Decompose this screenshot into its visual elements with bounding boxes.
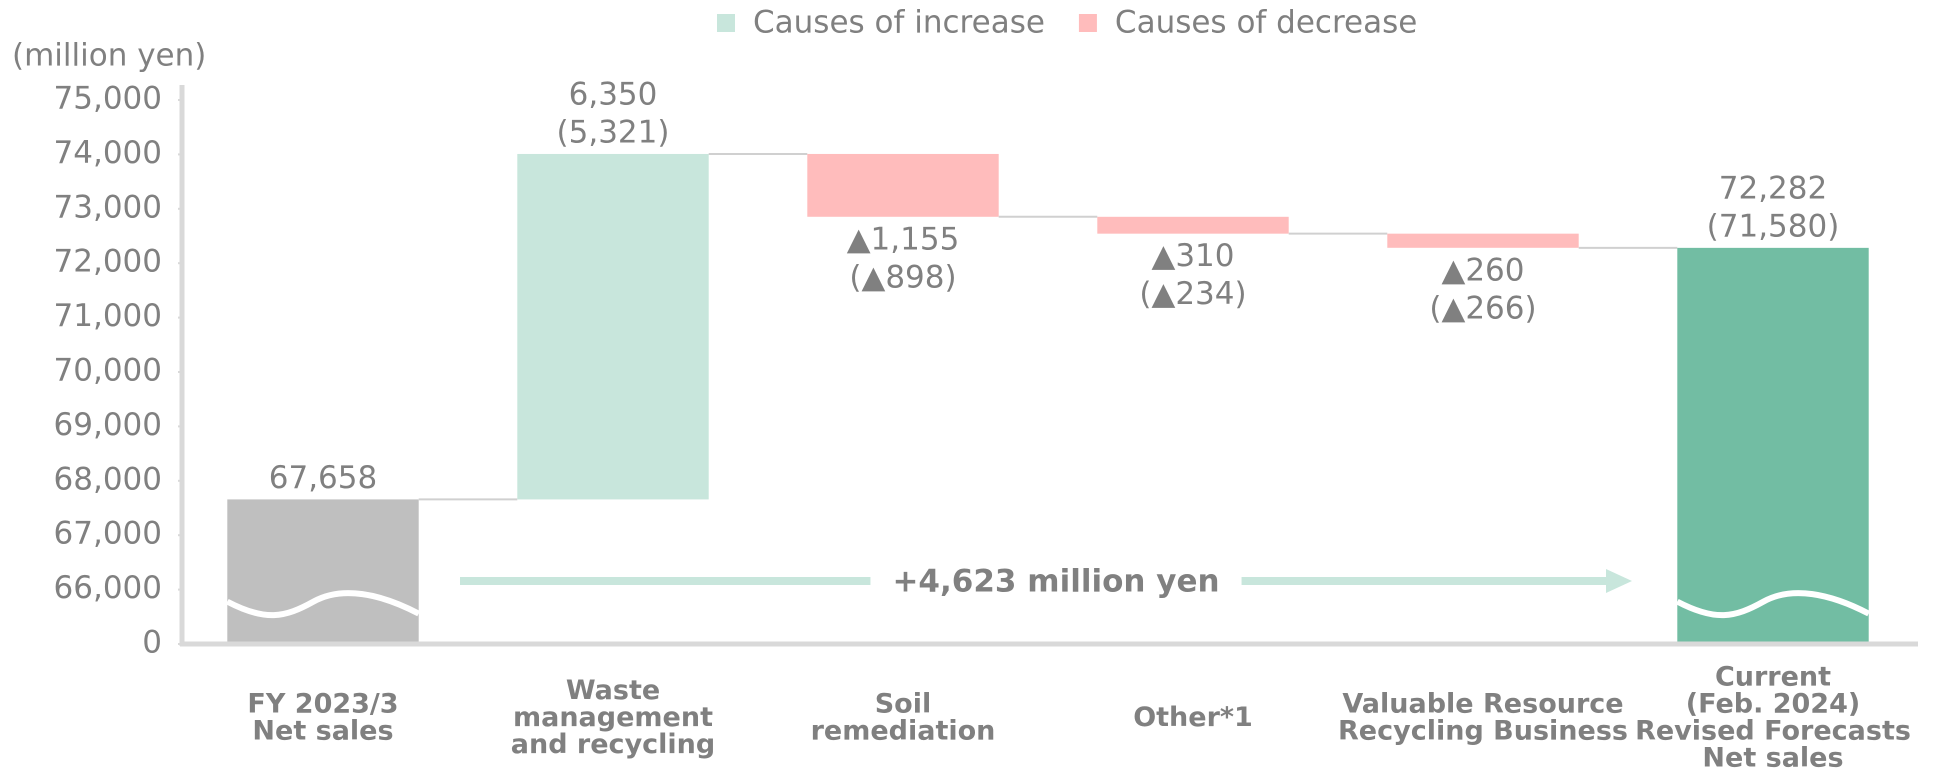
arrow-head: [1606, 569, 1632, 593]
previous-value-label: (▲898): [849, 259, 956, 295]
x-tick-label: Current (Feb. 2024) Revised Forecasts Net s…: [1635, 661, 1911, 769]
unit-label: (million yen): [12, 38, 206, 74]
axis-break: [225, 590, 421, 619]
x-tick-label: Soil remediation: [811, 688, 996, 746]
bar: [517, 153, 709, 500]
x-tick-label: Other*1: [1133, 702, 1253, 733]
value-label: ▲1,155: [847, 221, 960, 257]
bar: [1387, 233, 1579, 248]
y-tick-label: 69,000: [54, 407, 162, 443]
y-tick-label: 72,000: [54, 244, 162, 280]
previous-value-label: (5,321): [557, 114, 670, 150]
y-tick-label: 70,000: [54, 353, 162, 389]
y-tick-label: 75,000: [54, 81, 162, 117]
legend-label: Causes of increase: [753, 5, 1045, 41]
y-tick-label: 73,000: [54, 189, 162, 225]
value-label: ▲310: [1151, 238, 1234, 274]
bar: [1677, 247, 1869, 645]
legend-swatch: [717, 14, 735, 32]
x-tick-label: Valuable Resource Recycling Business: [1338, 688, 1628, 746]
value-label: ▲260: [1441, 252, 1524, 288]
y-tick-label: 67,000: [54, 516, 162, 552]
value-label: 6,350: [569, 76, 658, 112]
bar: [227, 499, 419, 644]
bar: [1097, 216, 1289, 234]
y-tick-label: 71,000: [54, 298, 162, 334]
x-tick-label: Waste management and recycling: [511, 675, 715, 760]
y-tick-label: 0: [142, 625, 162, 661]
previous-value-label: (▲234): [1139, 276, 1246, 312]
y-tick-label: 66,000: [54, 570, 162, 606]
y-tick-label: 68,000: [54, 461, 162, 497]
y-tick-label: 74,000: [54, 135, 162, 171]
previous-value-label: (▲266): [1429, 290, 1536, 326]
annotation: +4,623 million yen: [892, 564, 1219, 600]
value-label: 67,658: [269, 460, 377, 496]
axis-break: [1675, 590, 1871, 619]
legend-swatch: [1078, 14, 1097, 32]
bar: [807, 153, 999, 217]
x-tick-label: FY 2023/3 Net sales: [247, 688, 398, 746]
legend-label: Causes of decrease: [1115, 5, 1417, 41]
previous-value-label: (71,580): [1707, 208, 1840, 244]
value-label: 72,282: [1719, 170, 1827, 206]
